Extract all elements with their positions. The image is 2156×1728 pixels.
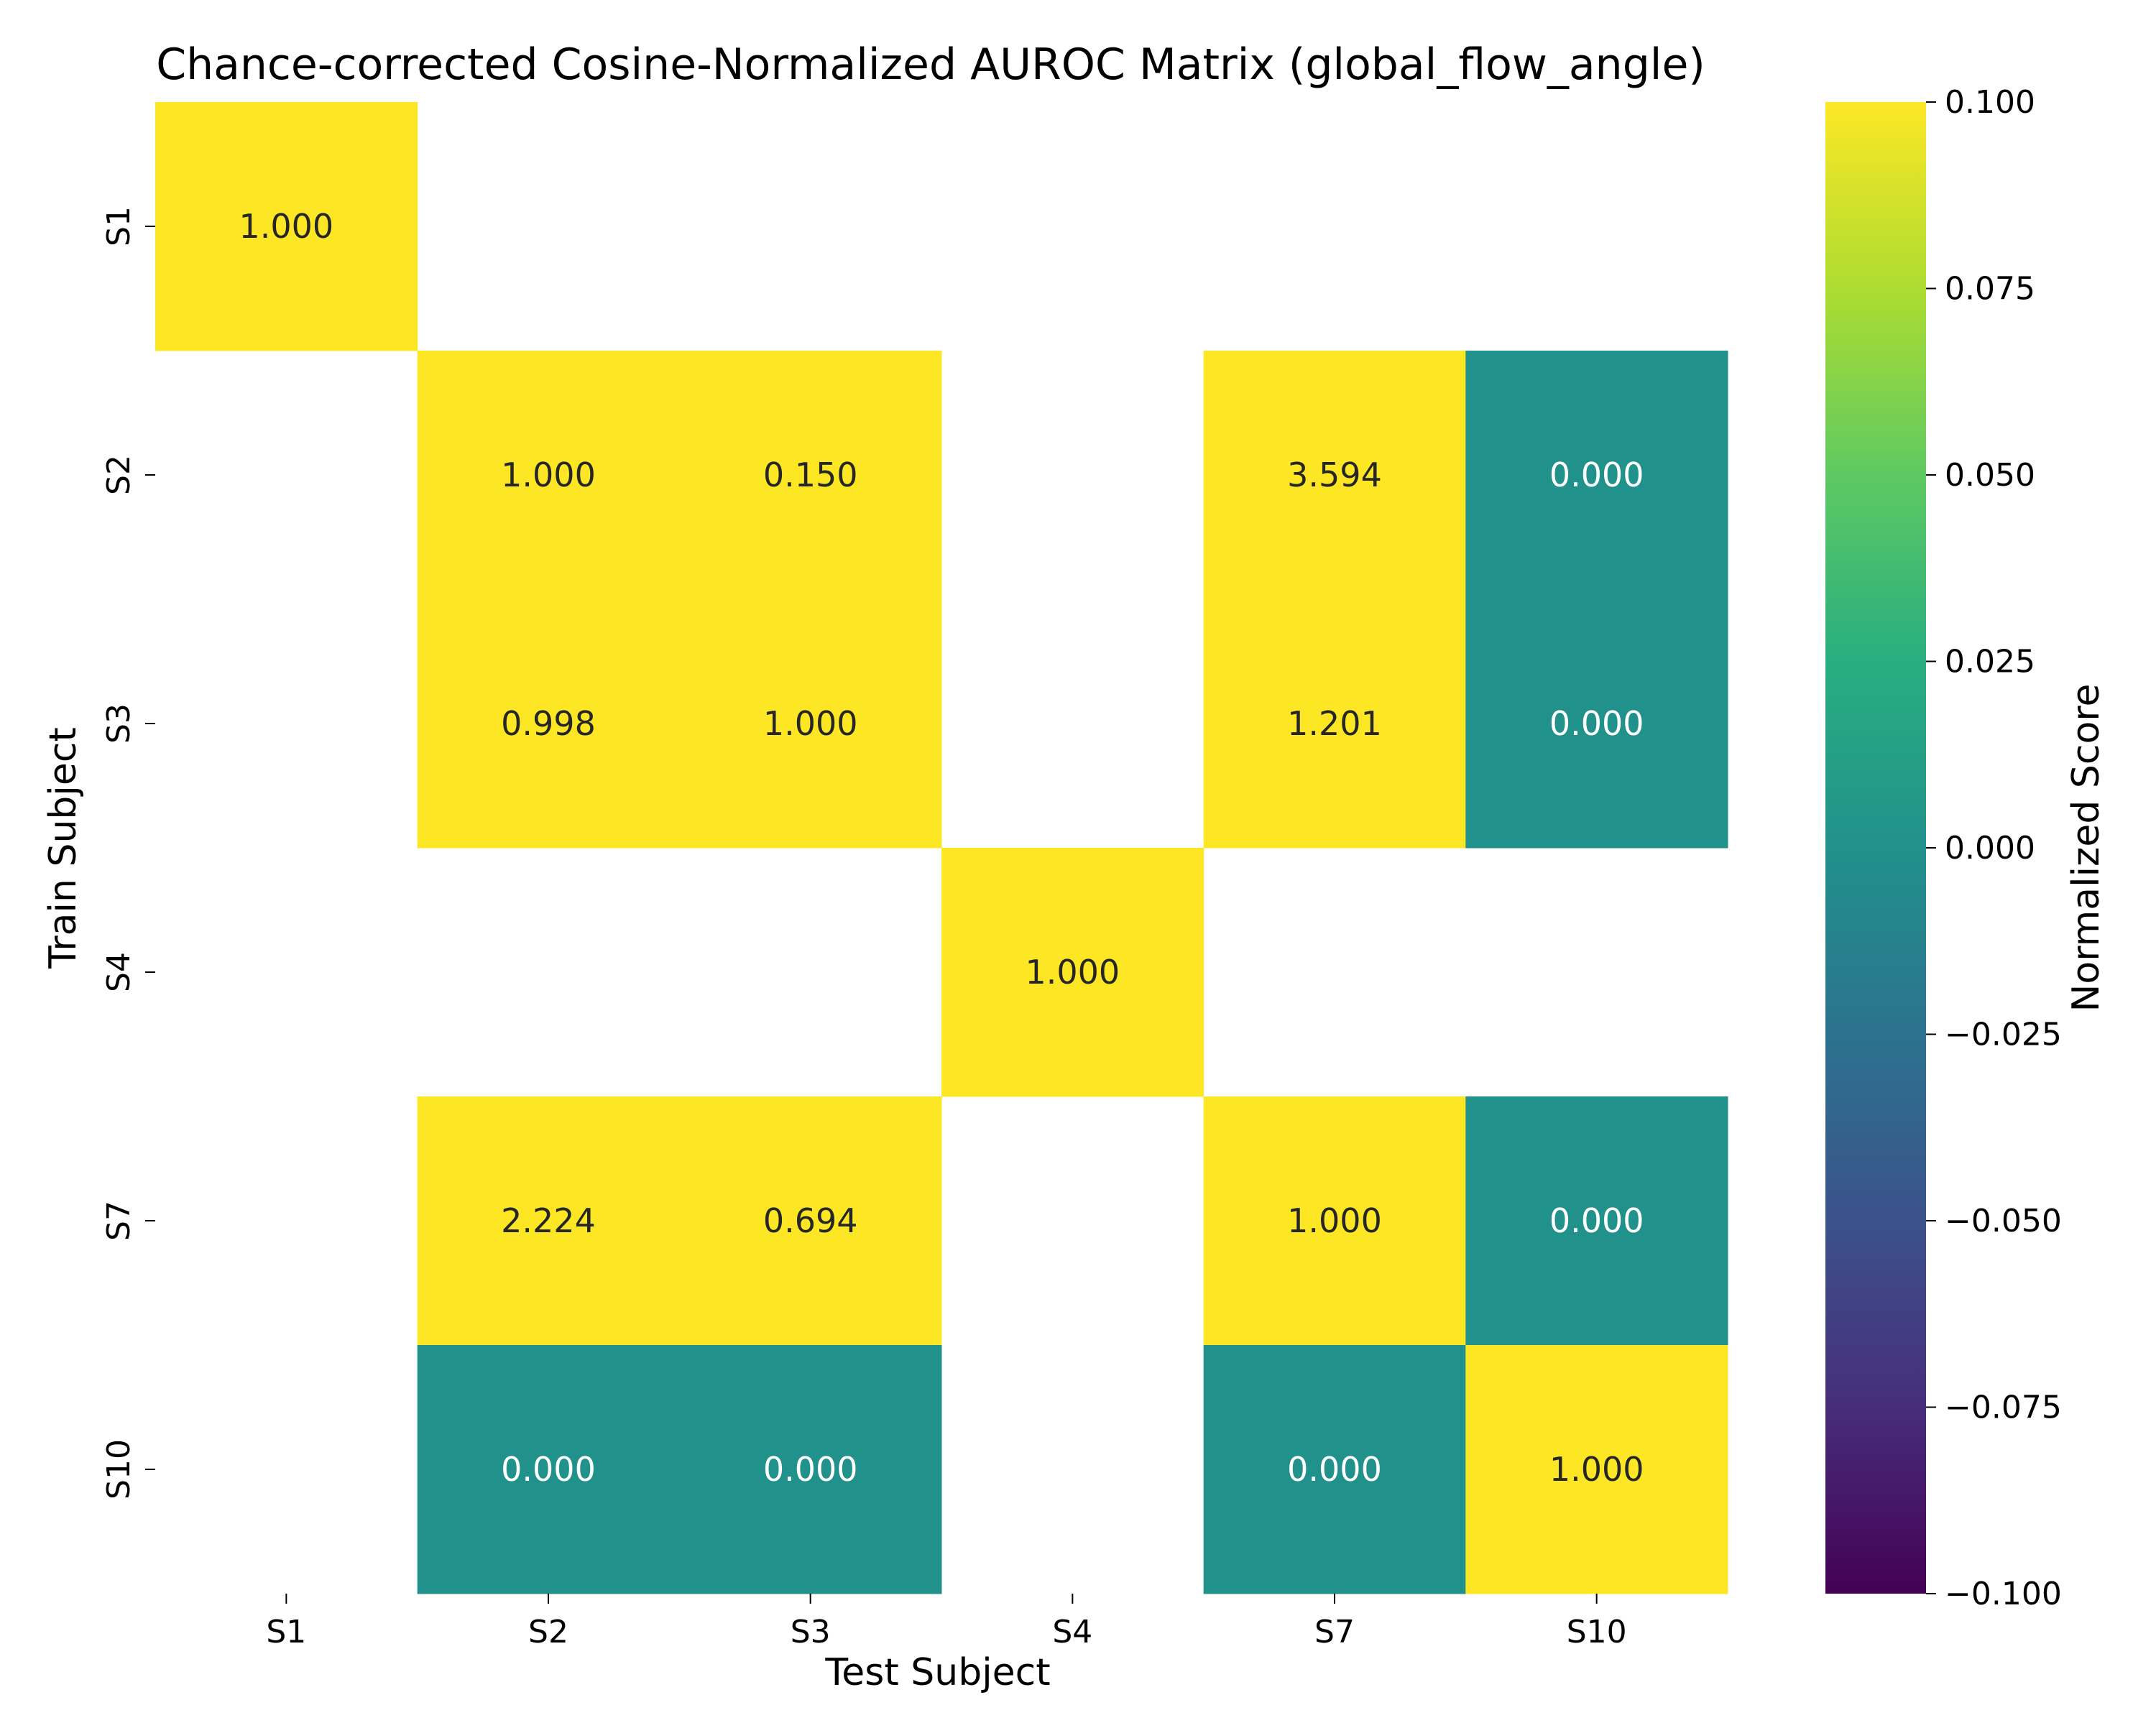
y-tick-label: S2 (101, 455, 137, 495)
cell-value-label: 0.000 (1549, 456, 1644, 494)
x-tick-label: S7 (1314, 1614, 1355, 1650)
colorbar-tick-label: −0.025 (1945, 1017, 2062, 1053)
cell-value-label: 0.150 (763, 456, 858, 494)
colorbar-tick-label: 0.075 (1945, 271, 2035, 308)
heatmap-cell-s2-s7 (1203, 351, 1466, 600)
y-tick-label: S7 (101, 1201, 137, 1241)
heatmap-cell-s7-s10 (1465, 1096, 1728, 1346)
heatmap-cell-s7-s7 (1203, 1096, 1466, 1346)
cell-value-label: 3.594 (1287, 456, 1382, 494)
colorbar-tick-label: −0.100 (1945, 1576, 2062, 1612)
heatmap-cell-s3-s10 (1465, 599, 1728, 849)
y-axis-ticks: S1 S2 S3 S4 S7 S10 (101, 206, 155, 1500)
heatmap-cell-s7-s3 (679, 1096, 942, 1346)
colorbar-tick-label: −0.075 (1945, 1390, 2062, 1426)
cell-value-label: 1.000 (1287, 1201, 1382, 1240)
heatmap-cell-s2-s2 (417, 351, 680, 600)
y-axis-label: Train Subject (42, 727, 85, 969)
x-tick-label: S10 (1567, 1614, 1627, 1650)
chart-title: Chance-corrected Cosine-Normalized AUROC… (156, 40, 1705, 90)
x-axis-label: Test Subject (824, 1651, 1050, 1694)
cell-value-label: 1.000 (501, 456, 596, 494)
colorbar-ticks: 0.100 0.075 0.050 0.025 0.000 −0.025 −0.050 −0.… (1926, 84, 2062, 1612)
cell-value-label: 0.000 (763, 1450, 858, 1489)
y-tick-label: S1 (101, 206, 137, 246)
cell-value-label: 0.000 (501, 1450, 596, 1489)
colorbar-tick-label: 0.050 (1945, 457, 2035, 494)
cell-value-label: 1.000 (763, 704, 858, 743)
colorbar-tick-label: 0.000 (1945, 830, 2035, 867)
colorbar-label: Normalized Score (2065, 683, 2108, 1012)
cell-value-label: 0.998 (501, 704, 596, 743)
cell-value-label: 2.224 (501, 1201, 596, 1240)
cell-value-label: 0.000 (1287, 1450, 1382, 1489)
y-tick-label: S10 (101, 1439, 137, 1500)
colorbar-tick-label: −0.050 (1945, 1203, 2062, 1239)
cell-value-label: 1.000 (1549, 1450, 1644, 1489)
x-tick-label: S2 (528, 1614, 568, 1650)
colorbar-tick-label: 0.025 (1945, 644, 2035, 680)
colorbar-gradient (1825, 102, 1926, 1594)
heatmap-cell-s7-s2 (417, 1096, 680, 1346)
heatmap-cell-s3-s3 (679, 599, 942, 849)
cell-value-label: 1.000 (239, 207, 333, 246)
heatmap-cell-s10-s7 (1203, 1345, 1466, 1594)
cell-value-label: 0.694 (763, 1201, 858, 1240)
cell-value-label: 1.000 (1025, 953, 1120, 992)
x-axis-ticks: S1 S2 S3 S4 S7 S10 (266, 1594, 1627, 1650)
heatmap-cell-s2-s3 (679, 351, 942, 600)
heatmap-cell-s10-s2 (417, 1345, 680, 1594)
x-tick-label: S1 (266, 1614, 306, 1650)
heatmap-cell-s10-s10 (1465, 1345, 1728, 1594)
heatmap-cell-s1-s1 (155, 102, 418, 351)
heatmap-cells (155, 102, 1728, 1594)
x-tick-label: S4 (1052, 1614, 1092, 1650)
colorbar: 0.100 0.075 0.050 0.025 0.000 −0.025 −0.050 −0.… (1825, 84, 2108, 1612)
cell-value-label: 0.000 (1549, 704, 1644, 743)
y-tick-label: S3 (101, 703, 137, 744)
x-tick-label: S3 (791, 1614, 831, 1650)
heatmap-cell-s2-s10 (1465, 351, 1728, 600)
colorbar-tick-label: 0.100 (1945, 84, 2035, 121)
heatmap-value-labels: 1.000 1.000 0.150 3.594 0.000 0.998 1.000 1.201… (239, 207, 1644, 1489)
y-tick-label: S4 (101, 952, 137, 992)
heatmap-cell-s10-s3 (679, 1345, 942, 1594)
heatmap-cell-s3-s2 (417, 599, 680, 849)
heatmap-cell-s3-s7 (1203, 599, 1466, 849)
heatmap-cell-s4-s4 (941, 848, 1204, 1097)
cell-value-label: 1.201 (1287, 704, 1382, 743)
cell-value-label: 0.000 (1549, 1201, 1644, 1240)
